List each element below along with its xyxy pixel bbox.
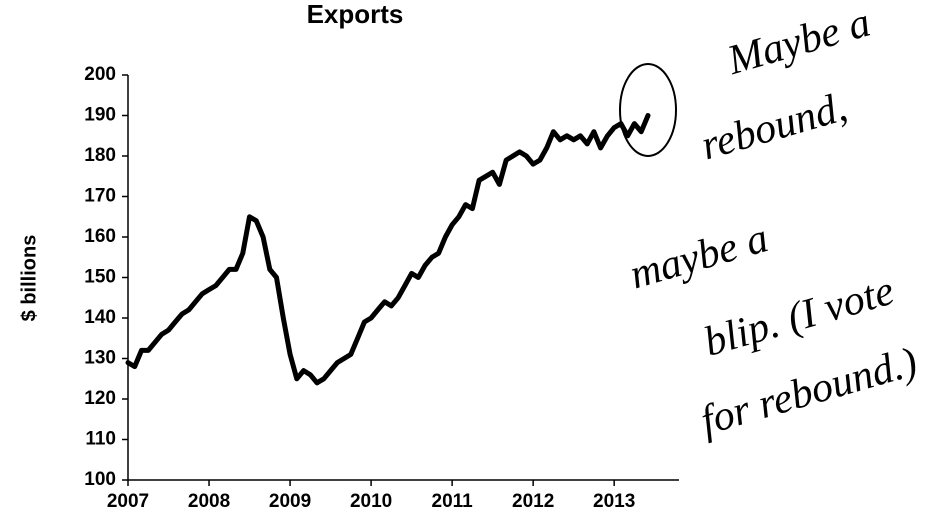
x-tick-label: 2008 — [188, 491, 230, 512]
annotation-line: Maybe a — [722, 0, 876, 84]
x-tick-label: 2007 — [107, 491, 149, 512]
x-tick-label: 2012 — [512, 491, 554, 512]
chart-title: Exports — [307, 0, 404, 29]
y-tick-label: 110 — [85, 429, 116, 450]
y-tick-label: 200 — [84, 64, 116, 85]
annotation-line: rebound, — [696, 84, 852, 169]
annotation-line: maybe a — [625, 215, 773, 298]
circle-annotation — [619, 63, 677, 157]
y-tick-label: 140 — [84, 307, 116, 328]
y-tick-label: 170 — [84, 186, 116, 207]
y-tick-label: 120 — [84, 388, 116, 409]
data-line — [125, 113, 651, 386]
y-tick-label: 100 — [84, 469, 116, 490]
y-axis-label: $ billions — [18, 235, 40, 322]
x-tick-label: 2011 — [432, 491, 474, 512]
y-tick-label: 160 — [84, 226, 116, 247]
y-tick-label: 130 — [84, 348, 116, 369]
y-tick-label: 190 — [84, 105, 116, 126]
x-tick-label: 2010 — [350, 491, 392, 512]
x-tick-label: 2013 — [593, 491, 635, 512]
y-tick-label: 180 — [84, 145, 116, 166]
y-tick-label: 150 — [84, 267, 116, 288]
x-tick-label: 2009 — [269, 491, 311, 512]
